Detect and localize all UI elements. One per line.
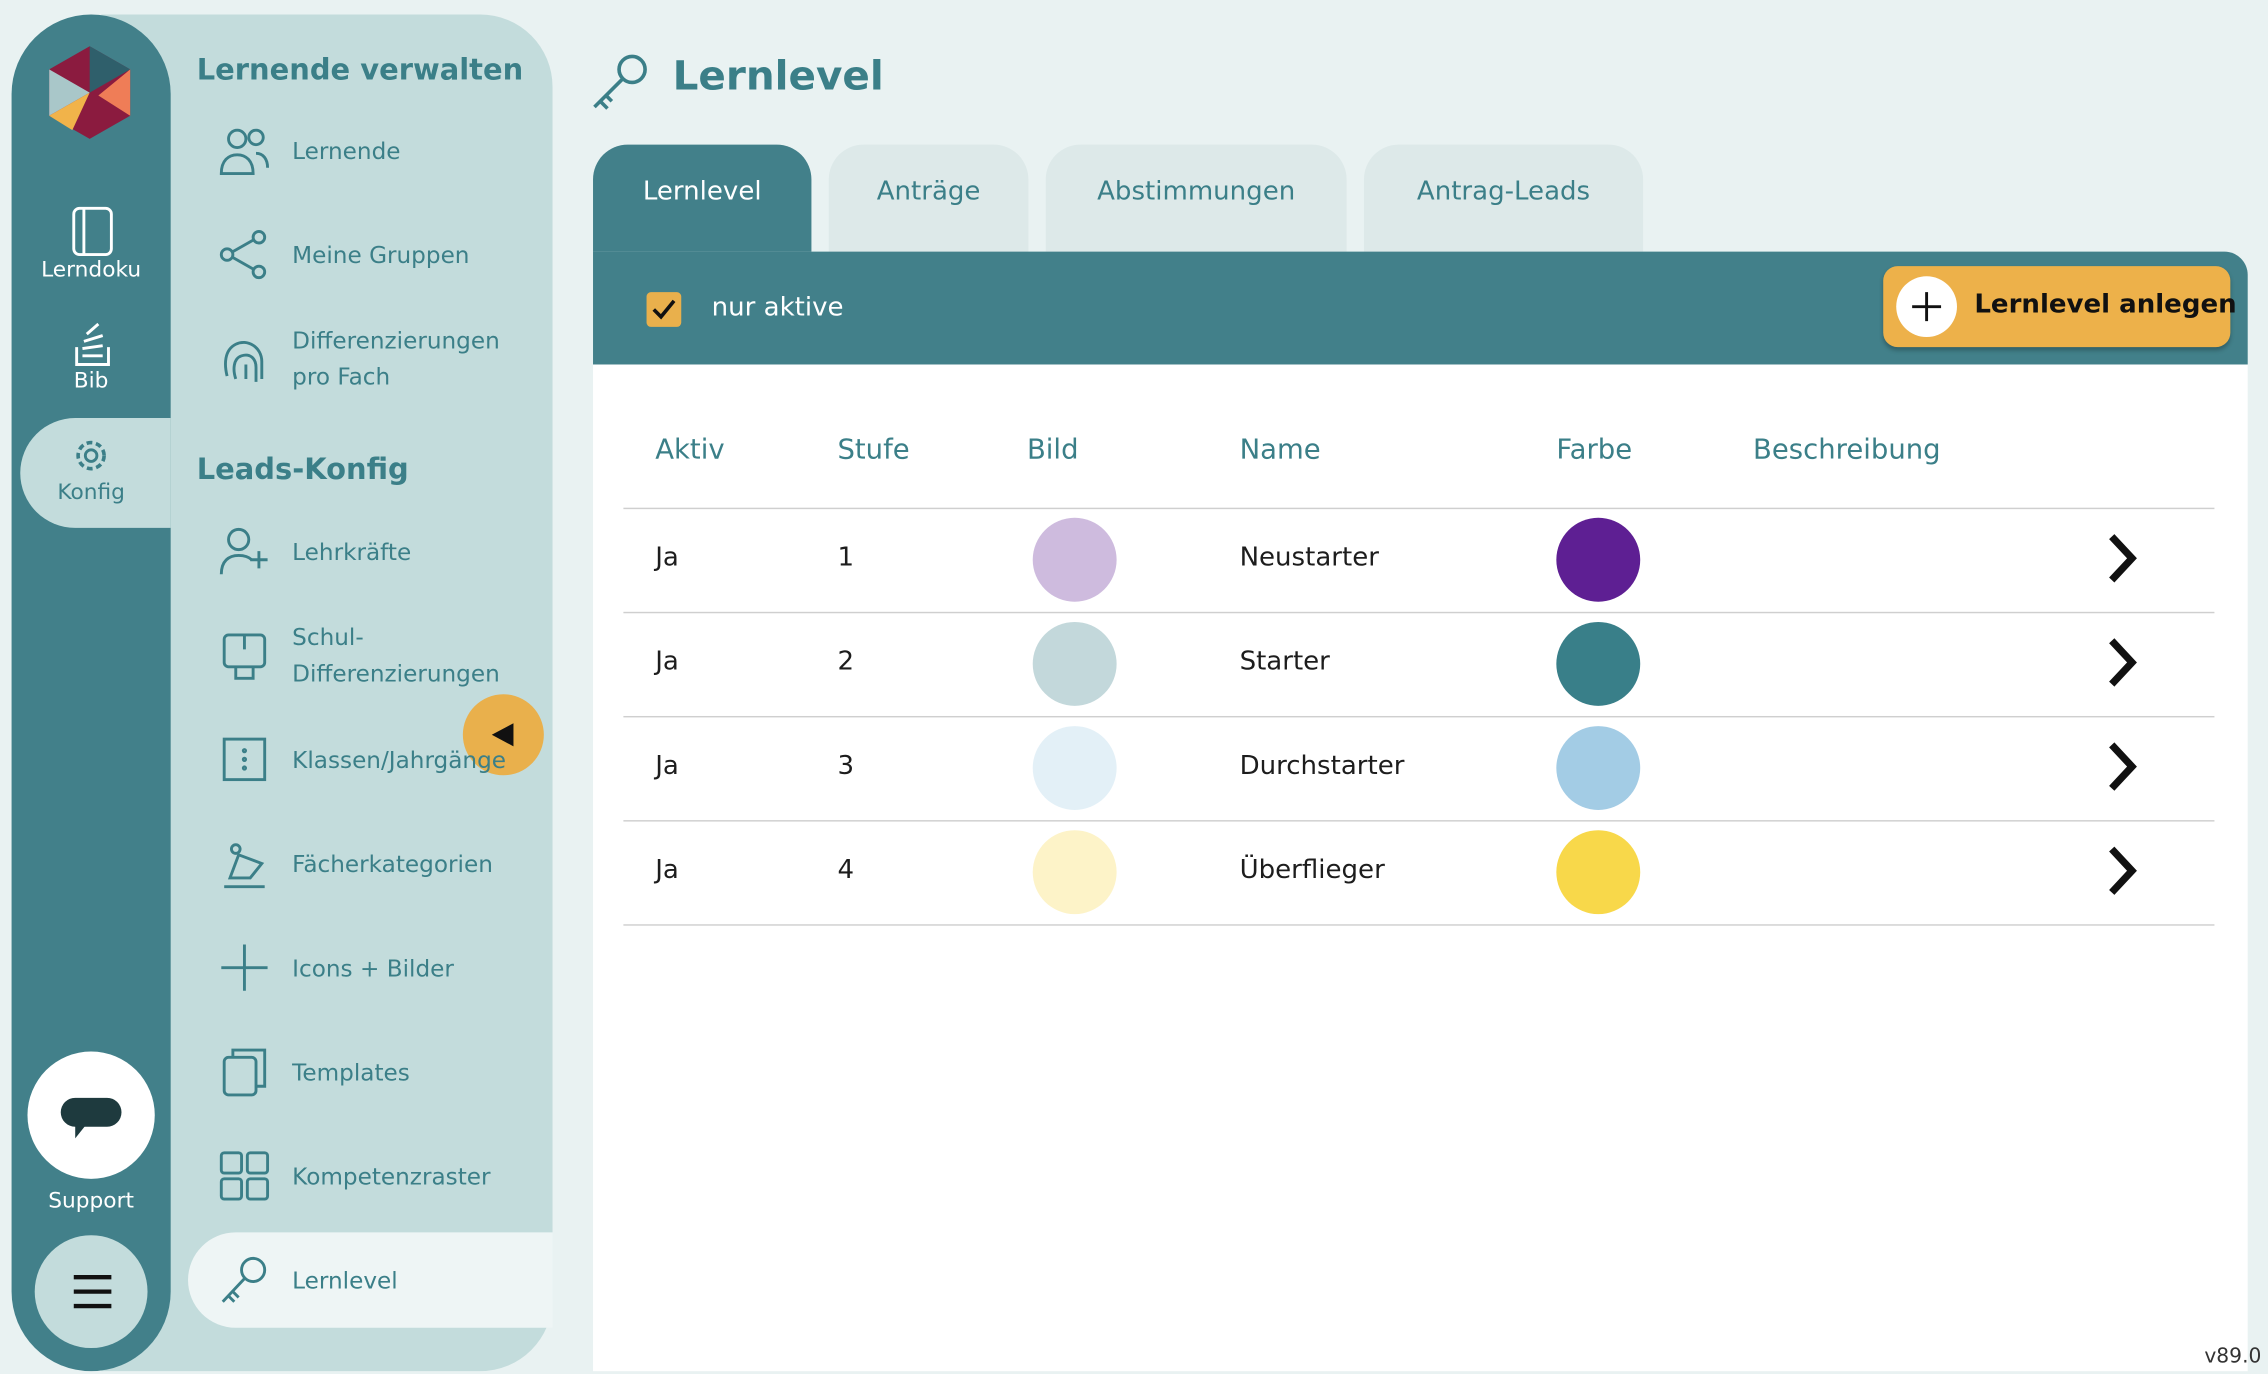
color-swatch (1556, 830, 1641, 915)
nav-item[interactable]: Lerndoku (41, 256, 142, 283)
row-line (623, 715, 2215, 718)
create-icon (1896, 276, 1957, 338)
table-panel (593, 364, 2248, 1372)
row-open[interactable] (2106, 532, 2141, 584)
level-image (1032, 726, 1117, 810)
tab[interactable]: Antrag-Leads (1363, 144, 1644, 252)
sidebar-icon (224, 341, 264, 382)
create-label: Lernlevel anlegen (1974, 289, 2237, 320)
section-heading: Lernende verwalten (196, 52, 524, 87)
row-line (623, 820, 2215, 822)
row-open[interactable] (2106, 741, 2141, 793)
cell-name: Durchstarter (1239, 750, 1405, 782)
bib-icon (75, 322, 110, 366)
support-label: Support (48, 1187, 134, 1214)
sidebar-icon (221, 944, 268, 991)
lerndoku-icon (72, 206, 113, 257)
filter-checkbox[interactable] (645, 291, 683, 329)
sidebar-item[interactable]: Icons + Bilder (292, 953, 454, 982)
section-heading: Leads-Konfig (196, 451, 409, 486)
row-open[interactable] (2106, 845, 2141, 897)
column-header: Farbe (1556, 433, 1633, 466)
nav-selected (20, 418, 171, 528)
column-header: Bild (1026, 433, 1079, 466)
cell-aktiv: Ja (655, 750, 679, 782)
sidebar-icon (219, 128, 270, 176)
menu-icon (73, 1275, 112, 1309)
sidebar-item[interactable]: Schul-Differenzierungen (292, 623, 500, 688)
collapse-icon (491, 723, 514, 747)
nav-item[interactable]: Konfig (57, 478, 125, 505)
sidebar-item[interactable]: Templates (292, 1058, 410, 1086)
cell-stufe: 2 (837, 646, 855, 677)
color-swatch (1556, 621, 1641, 706)
sidebar-icon (222, 633, 267, 680)
sidebar-icon (222, 1048, 267, 1097)
nav-item[interactable]: Bib (73, 367, 109, 394)
header-icon (593, 54, 647, 110)
sidebar-icon (219, 1151, 270, 1201)
sidebar-item[interactable]: Klassen/Jahrgänge (292, 745, 507, 774)
version: v89.0 (2204, 1345, 2262, 1369)
tab[interactable]: Anträge (828, 144, 1029, 252)
column-header: Name (1239, 433, 1321, 466)
logo (49, 46, 131, 139)
filter-label: nur aktive (711, 292, 844, 323)
sidebar-item[interactable]: Lernlevel (292, 1266, 398, 1294)
support-icon (60, 1097, 122, 1139)
sidebar-item[interactable]: Lehrkräfte (292, 537, 412, 565)
page-title: Lernlevel (672, 52, 884, 100)
sidebar-item[interactable]: Meine Gruppen (292, 240, 470, 269)
sidebar-icon (224, 843, 265, 889)
row-line (623, 507, 2215, 510)
sidebar-icon (221, 1256, 267, 1303)
cell-aktiv: Ja (655, 646, 679, 677)
color-swatch (1556, 517, 1641, 602)
row-open[interactable] (2106, 636, 2141, 688)
row-line (623, 611, 2215, 614)
tab[interactable]: Lernlevel (593, 144, 812, 252)
cell-name: Neustarter (1239, 542, 1379, 573)
level-image (1032, 830, 1117, 915)
sidebar-item[interactable]: Differenzierungen pro Fach (292, 326, 500, 391)
sidebar-icon (222, 737, 267, 782)
sidebar-item[interactable]: Fächerkategorien (292, 849, 493, 878)
sidebar-icon (219, 229, 267, 280)
sidebar-item[interactable]: Kompetenzraster (292, 1162, 491, 1190)
cell-stufe: 1 (837, 542, 855, 573)
cell-name: Starter (1239, 646, 1330, 677)
cell-name: Überflieger (1239, 854, 1385, 886)
cell-stufe: 4 (837, 854, 855, 886)
sidebar-icon (219, 527, 268, 575)
level-image (1032, 621, 1117, 706)
sidebar (101, 14, 553, 1372)
sidebar-item[interactable]: Lernende (292, 136, 401, 165)
konfig-icon (76, 440, 106, 471)
column-header: Aktiv (655, 433, 725, 466)
level-image (1032, 517, 1117, 602)
row-line (623, 924, 2215, 926)
cell-aktiv: Ja (655, 542, 679, 573)
column-header: Beschreibung (1753, 433, 1941, 466)
color-swatch (1556, 726, 1641, 810)
cell-stufe: 3 (837, 750, 855, 782)
column-header: Stufe (837, 433, 910, 466)
tab[interactable]: Abstimmungen (1045, 144, 1347, 252)
cell-aktiv: Ja (655, 854, 679, 886)
